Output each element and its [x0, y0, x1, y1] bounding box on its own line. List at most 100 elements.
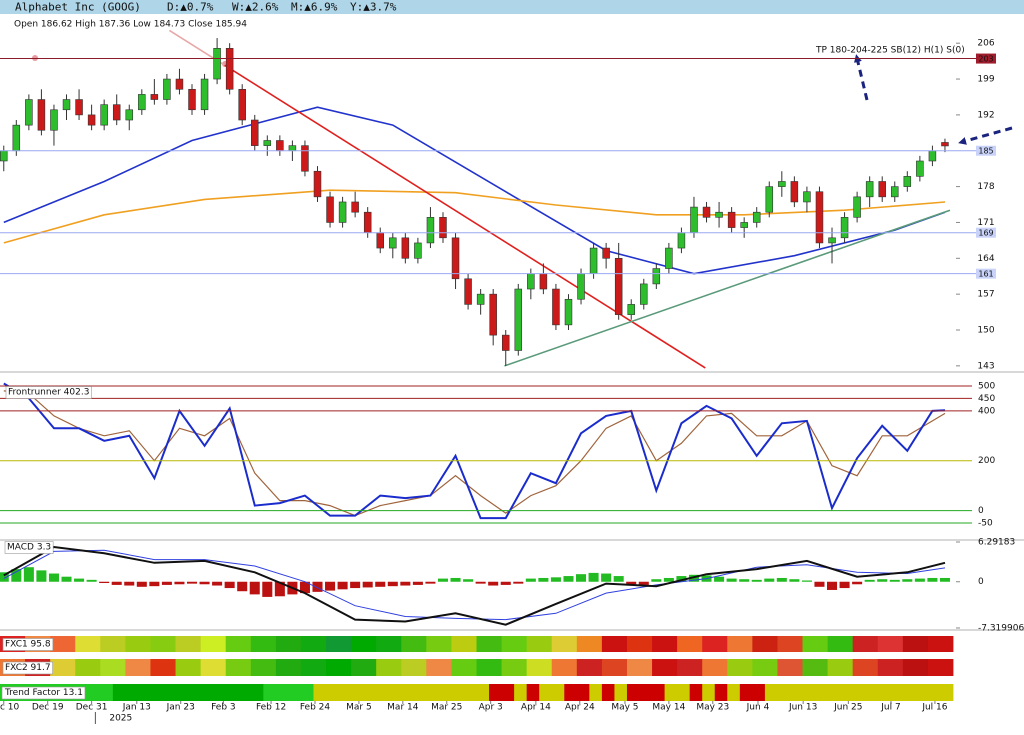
histogram-bar — [412, 581, 423, 585]
histogram-bar — [249, 581, 260, 595]
heat-cell — [438, 684, 452, 701]
heat-cell — [689, 684, 703, 701]
heat-cell — [789, 684, 803, 701]
x-tick-label: May 23 — [696, 703, 729, 713]
heat-cell — [100, 659, 126, 676]
heat-cell — [652, 659, 678, 676]
candle-body — [326, 196, 334, 223]
histogram-bar — [36, 570, 47, 582]
candle-body — [0, 150, 8, 162]
heat-cell — [727, 659, 753, 676]
heat-cell — [827, 659, 854, 676]
histogram-bar — [475, 581, 486, 584]
heat-cell — [739, 684, 753, 701]
y-tick-label: 400 — [978, 406, 995, 416]
heat-cell — [326, 636, 352, 652]
heat-cell — [501, 684, 515, 701]
histogram-bar — [864, 579, 875, 582]
heat-cell — [702, 636, 728, 652]
x-tick-label: Jun 13 — [788, 703, 817, 713]
histogram-bar — [212, 581, 223, 586]
histogram-bar — [877, 579, 888, 582]
histogram-bar — [325, 581, 336, 591]
heat-cell — [326, 684, 339, 701]
candle-body — [451, 237, 460, 280]
x-tick-label: Mar 14 — [387, 703, 419, 713]
heat-cell — [752, 684, 766, 701]
heat-cell — [927, 684, 941, 701]
heat-cell — [125, 636, 151, 652]
candle-body — [263, 140, 272, 146]
candle-body — [12, 124, 21, 152]
histogram-bar — [739, 579, 750, 582]
histogram-bar — [764, 578, 775, 582]
heat-cell — [150, 684, 164, 701]
x-tick-label: Apr 24 — [565, 703, 595, 713]
candle-body — [414, 242, 422, 259]
heat-cell — [877, 684, 891, 701]
candle-body — [288, 145, 297, 152]
heat-cell — [865, 684, 879, 701]
heat-cell — [890, 684, 904, 701]
candle-body — [765, 186, 774, 213]
histogram-bar — [839, 581, 850, 589]
x-tick-label: May 5 — [611, 703, 638, 713]
candle-body — [62, 99, 71, 111]
heat-cell — [413, 684, 427, 701]
candle-body — [790, 181, 799, 203]
y-tick-label: 200 — [978, 456, 995, 466]
heat-cell — [275, 659, 302, 676]
heat-cell — [727, 636, 753, 652]
heat-cell — [50, 636, 76, 652]
heat-cell — [376, 636, 402, 652]
heat-cell — [752, 659, 778, 676]
histogram-bar — [61, 576, 72, 582]
heat-strip — [0, 636, 954, 652]
heat-cell — [426, 659, 452, 676]
candle-body — [37, 99, 46, 131]
heat-cell — [576, 684, 590, 701]
candle-body — [200, 78, 209, 111]
histogram-bar — [199, 581, 210, 585]
heat-cell — [200, 636, 227, 652]
histogram-bar — [676, 576, 687, 582]
heat-cell — [777, 636, 803, 652]
heat-cell — [250, 659, 277, 676]
histogram-bar — [375, 581, 386, 587]
histogram-bar — [387, 581, 398, 587]
y-tick-label: 150 — [977, 326, 994, 336]
frontrunner-panel — [3, 382, 946, 520]
header-stat: D:▲0.7% — [167, 1, 214, 14]
candle-body — [75, 99, 83, 116]
x-tick-label: Mar 5 — [346, 703, 372, 713]
candle-body — [175, 78, 184, 90]
macd-panel — [0, 545, 950, 626]
heat-cell — [902, 684, 916, 701]
heat-cell — [225, 659, 252, 676]
histogram-bar — [262, 581, 273, 597]
heat-cell — [514, 684, 528, 701]
candle-body — [125, 109, 134, 121]
heat-cell — [551, 684, 565, 701]
heat-cell — [626, 636, 653, 652]
panel-title: Frontrunner 402.3 — [8, 388, 89, 398]
heat-cell — [539, 684, 553, 701]
heat-cell — [351, 636, 377, 652]
candle-body — [439, 217, 447, 239]
moving-average — [3, 106, 946, 275]
heat-cell — [614, 684, 628, 701]
heat-cell — [426, 684, 440, 701]
arrow — [854, 54, 869, 101]
candle-body — [815, 191, 824, 244]
heat-cell — [664, 684, 678, 701]
histogram-bar — [86, 579, 97, 582]
heat-cell — [902, 636, 929, 652]
y-tick-label: 171 — [977, 218, 994, 228]
histogram-bar — [576, 574, 587, 582]
heat-cell — [426, 636, 452, 652]
ohlc-label: Open 186.62 High 187.36 Low 184.73 Close… — [14, 20, 247, 30]
header-stat: W:▲2.6% — [232, 1, 279, 14]
heat-cell — [677, 636, 703, 652]
histogram-bar — [889, 579, 900, 582]
heat-cell — [677, 659, 703, 676]
